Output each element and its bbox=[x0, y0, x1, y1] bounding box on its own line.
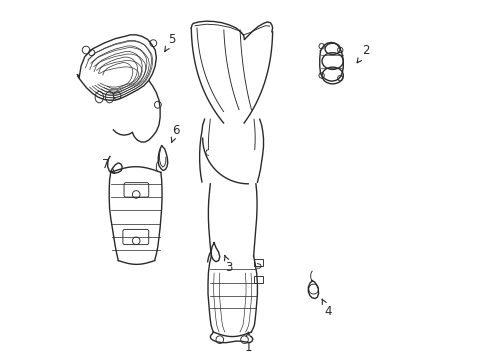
Text: 2: 2 bbox=[356, 44, 369, 63]
Bar bbox=[254, 276, 262, 283]
Text: 4: 4 bbox=[322, 299, 331, 318]
Bar bbox=[254, 259, 262, 266]
Text: 1: 1 bbox=[244, 332, 251, 354]
Text: 6: 6 bbox=[171, 124, 180, 143]
Text: 5: 5 bbox=[164, 33, 176, 51]
Text: 3: 3 bbox=[224, 255, 232, 274]
Text: 7: 7 bbox=[102, 158, 114, 174]
